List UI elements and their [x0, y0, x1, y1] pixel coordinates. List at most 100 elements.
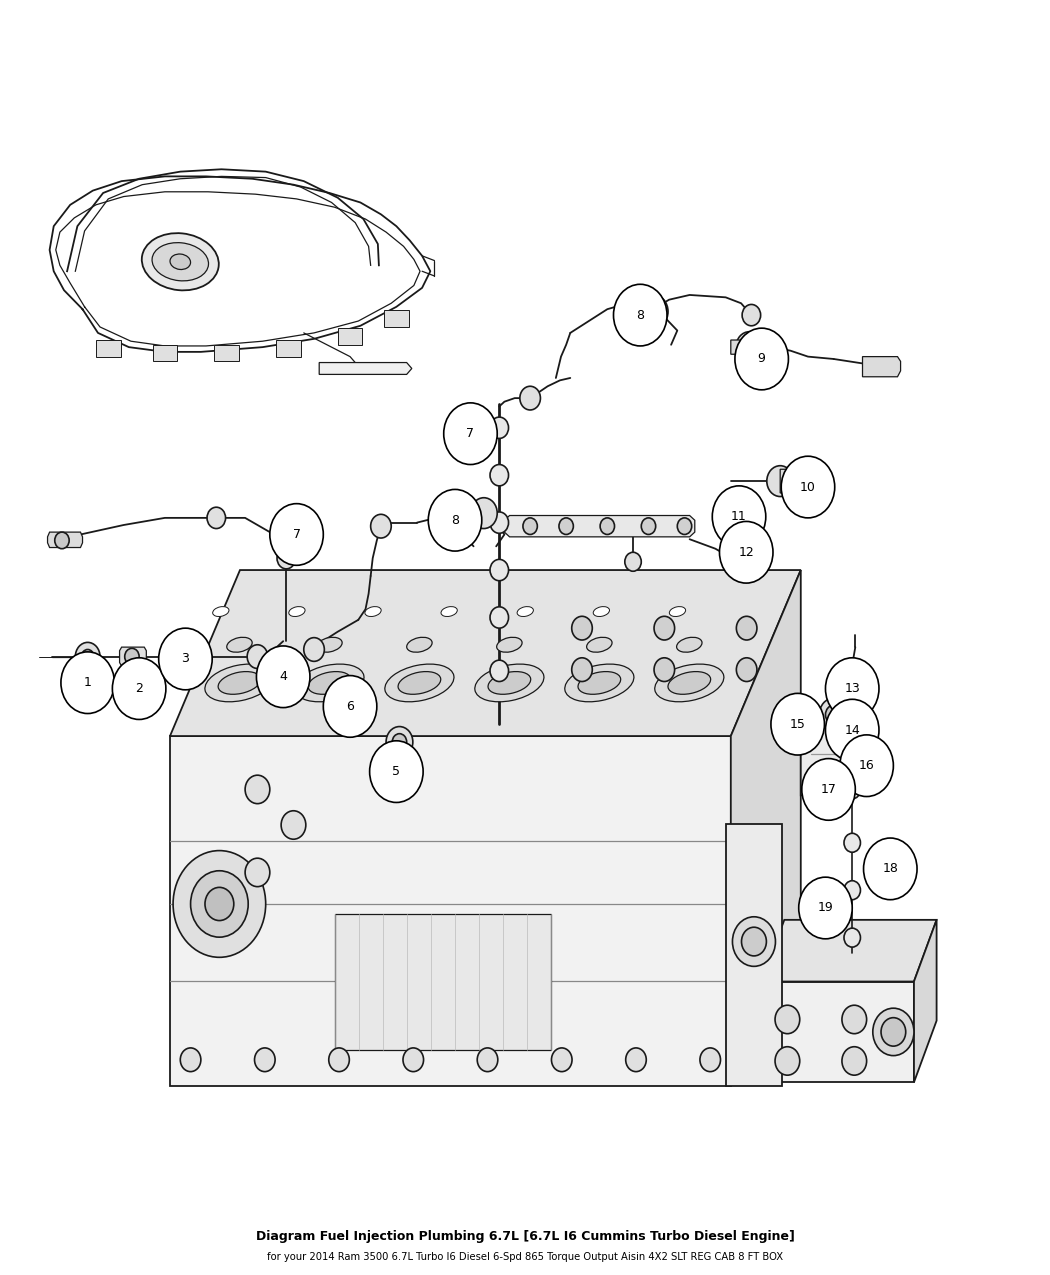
Polygon shape [761, 982, 914, 1082]
Circle shape [843, 666, 861, 687]
Circle shape [613, 284, 667, 346]
Text: 3: 3 [182, 653, 189, 666]
Text: 17: 17 [821, 783, 837, 796]
Polygon shape [335, 914, 550, 1051]
Circle shape [125, 648, 139, 666]
Polygon shape [170, 736, 731, 1086]
Ellipse shape [227, 638, 252, 653]
Circle shape [490, 560, 508, 580]
Ellipse shape [142, 233, 218, 291]
Circle shape [403, 1048, 423, 1071]
Circle shape [712, 486, 765, 547]
Ellipse shape [289, 607, 306, 617]
Text: 8: 8 [452, 514, 459, 527]
Text: Diagram Fuel Injection Plumbing 6.7L [6.7L I6 Cummins Turbo Diesel Engine]: Diagram Fuel Injection Plumbing 6.7L [6.… [255, 1230, 795, 1243]
Text: 13: 13 [844, 682, 860, 695]
Circle shape [55, 532, 69, 548]
Circle shape [490, 513, 508, 533]
Ellipse shape [295, 664, 364, 701]
Polygon shape [338, 328, 362, 344]
Circle shape [371, 514, 392, 538]
Circle shape [303, 638, 324, 662]
Circle shape [490, 464, 508, 486]
Ellipse shape [655, 664, 723, 701]
Circle shape [254, 1048, 275, 1071]
Ellipse shape [218, 672, 260, 695]
Circle shape [873, 1009, 914, 1056]
Circle shape [735, 328, 789, 390]
Circle shape [736, 332, 762, 362]
Circle shape [181, 1048, 201, 1071]
Circle shape [639, 295, 668, 328]
Text: for your 2014 Ram 3500 6.7L Turbo I6 Diesel 6-Spd 865 Torque Output Aisin 4X2 SL: for your 2014 Ram 3500 6.7L Turbo I6 Die… [267, 1252, 783, 1262]
Polygon shape [780, 469, 815, 493]
Circle shape [802, 759, 856, 820]
Ellipse shape [578, 672, 621, 695]
Ellipse shape [441, 607, 458, 617]
Ellipse shape [488, 672, 530, 695]
Circle shape [428, 490, 482, 551]
Circle shape [247, 645, 268, 668]
Circle shape [173, 850, 266, 958]
Circle shape [490, 417, 508, 439]
Ellipse shape [365, 607, 381, 617]
Circle shape [191, 871, 248, 937]
Circle shape [842, 1047, 866, 1075]
Circle shape [270, 504, 323, 565]
Ellipse shape [152, 242, 209, 280]
Ellipse shape [517, 607, 533, 617]
Polygon shape [840, 666, 864, 673]
Circle shape [719, 521, 773, 583]
Ellipse shape [587, 638, 612, 653]
Circle shape [370, 741, 423, 802]
Ellipse shape [406, 638, 433, 653]
Circle shape [490, 660, 508, 682]
Circle shape [277, 547, 295, 569]
Circle shape [207, 507, 226, 529]
Circle shape [386, 727, 413, 757]
Ellipse shape [317, 638, 342, 653]
Circle shape [736, 616, 757, 640]
Circle shape [840, 734, 894, 797]
Text: 19: 19 [818, 901, 834, 914]
Polygon shape [170, 570, 801, 736]
Polygon shape [47, 532, 83, 547]
Ellipse shape [668, 672, 711, 695]
Circle shape [700, 1048, 720, 1071]
Circle shape [781, 456, 835, 518]
Circle shape [571, 658, 592, 682]
Circle shape [766, 465, 794, 496]
Circle shape [654, 616, 674, 640]
Circle shape [323, 676, 377, 737]
Circle shape [825, 705, 842, 724]
Circle shape [733, 917, 776, 966]
Circle shape [677, 518, 692, 534]
Circle shape [625, 552, 642, 571]
Circle shape [165, 641, 191, 672]
Circle shape [775, 1047, 800, 1075]
Circle shape [523, 518, 538, 534]
Ellipse shape [475, 664, 544, 701]
Circle shape [205, 887, 234, 921]
Polygon shape [96, 340, 121, 357]
Ellipse shape [676, 638, 702, 653]
Polygon shape [914, 919, 937, 1082]
Circle shape [245, 775, 270, 803]
Polygon shape [120, 648, 146, 666]
Circle shape [520, 386, 541, 411]
Ellipse shape [213, 607, 229, 617]
Polygon shape [726, 824, 782, 1086]
Circle shape [626, 1048, 647, 1071]
Circle shape [490, 607, 508, 629]
Circle shape [844, 780, 860, 799]
Text: 15: 15 [790, 718, 805, 731]
Circle shape [171, 648, 186, 666]
Circle shape [842, 1005, 866, 1034]
Circle shape [775, 1005, 800, 1034]
Circle shape [61, 652, 114, 714]
Polygon shape [504, 515, 695, 537]
Text: 16: 16 [859, 759, 875, 773]
Circle shape [470, 497, 498, 529]
Ellipse shape [669, 607, 686, 617]
Circle shape [393, 733, 406, 750]
